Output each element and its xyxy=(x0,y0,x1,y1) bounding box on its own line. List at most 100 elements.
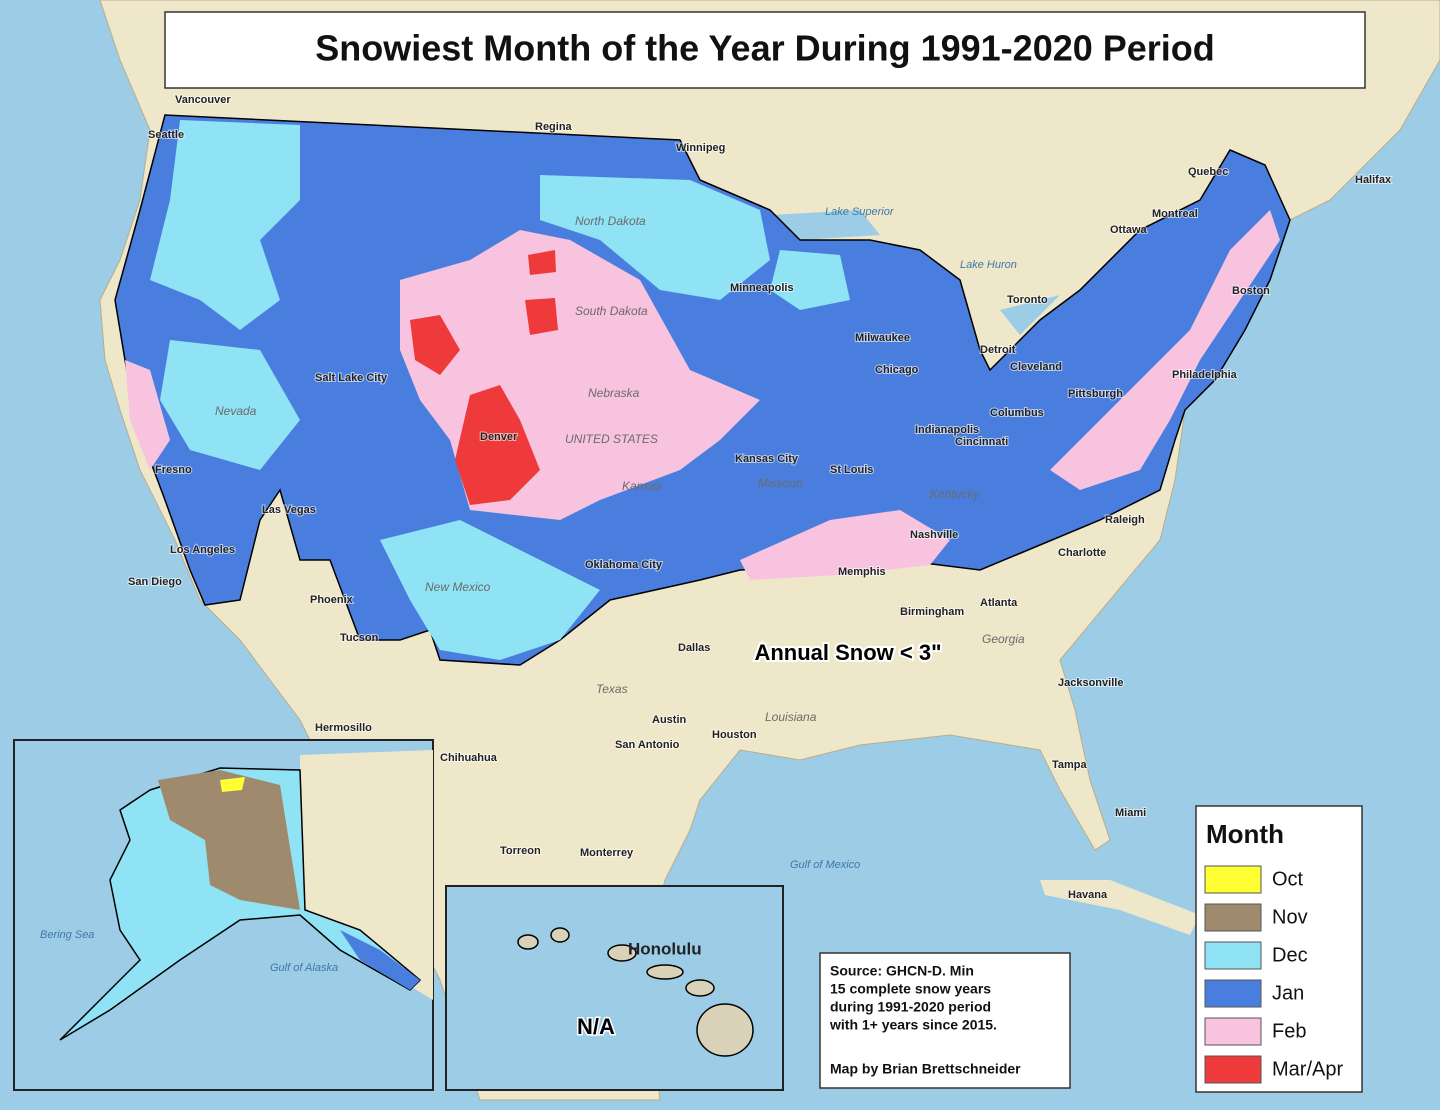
place-label: Charlotte xyxy=(1058,547,1106,559)
source-line: Source: GHCN-D. Min xyxy=(830,963,974,979)
place-label: Austin xyxy=(652,714,687,726)
snow-region xyxy=(540,175,770,300)
snow-region xyxy=(59,767,422,1041)
legend-swatch xyxy=(1204,941,1262,970)
snow-region xyxy=(455,385,540,505)
place-label: Phoenix xyxy=(310,594,354,606)
legend-swatch xyxy=(1204,1055,1262,1084)
city-label: Honolulu xyxy=(628,939,702,958)
snow-region xyxy=(125,360,170,470)
place-label: Milwaukee xyxy=(855,332,910,344)
place-label: Houston xyxy=(712,729,757,741)
snow-region xyxy=(1050,210,1280,490)
cuba xyxy=(1040,880,1200,935)
source-line: 15 complete snow years xyxy=(830,981,991,997)
snow-region xyxy=(525,250,558,335)
legend-swatch xyxy=(1204,903,1262,932)
source-line: during 1991-2020 period xyxy=(830,999,991,1015)
water-label: Gulf of Alaska xyxy=(270,962,338,974)
place-label: Ottawa xyxy=(1110,224,1148,236)
hawaii-islands xyxy=(517,927,754,1057)
place-label: Chicago xyxy=(875,364,919,376)
legend-title: Month xyxy=(1206,819,1284,849)
region-label: Missouri xyxy=(758,476,803,490)
place-label: Indianapolis xyxy=(915,424,979,436)
legend-swatch xyxy=(1204,1017,1262,1046)
place-label: Los Angeles xyxy=(170,544,235,556)
legend-swatch xyxy=(1204,865,1262,894)
place-label: Raleigh xyxy=(1105,514,1145,526)
canada-land xyxy=(300,750,433,1000)
legend-label: Nov xyxy=(1272,906,1308,928)
region-label: Nevada xyxy=(215,404,257,418)
place-label: Regina xyxy=(535,121,573,133)
title: Snowiest Month of the Year During 1991-2… xyxy=(315,28,1215,69)
annotation: Annual Snow < 3" xyxy=(754,640,941,665)
place-label: Pittsburgh xyxy=(1068,388,1123,400)
legend-swatch xyxy=(1204,979,1262,1008)
place-label: Tucson xyxy=(340,632,379,644)
place-label: San Diego xyxy=(128,576,182,588)
na-label: N/A xyxy=(577,1014,615,1039)
snow-region xyxy=(340,930,420,990)
place-label: Minneapolis xyxy=(730,282,794,294)
place-label: Cincinnati xyxy=(955,436,1008,448)
legend-label: Oct xyxy=(1272,868,1304,890)
snow-region xyxy=(158,770,300,910)
source-line: with 1+ years since 2015. xyxy=(829,1017,997,1033)
place-label: Toronto xyxy=(1007,294,1048,306)
source-credit: Map by Brian Brettschneider xyxy=(830,1061,1021,1077)
snow-region xyxy=(160,340,300,470)
place-label: Monterrey xyxy=(580,847,634,859)
region-label: Kansas xyxy=(622,479,662,493)
region-label: South Dakota xyxy=(575,304,648,318)
water-label: Lake Superior xyxy=(825,206,895,218)
region-label: Kentucky xyxy=(930,487,980,501)
region-label: Louisiana xyxy=(765,710,817,724)
snow-region xyxy=(410,315,460,375)
legend-label: Jan xyxy=(1272,982,1304,1004)
place-label: Columbus xyxy=(990,407,1044,419)
place-label: St Louis xyxy=(830,464,873,476)
place-label: Torreon xyxy=(500,845,541,857)
region-label: Georgia xyxy=(982,632,1025,646)
place-label: San Antonio xyxy=(615,739,680,751)
snow-region xyxy=(380,520,600,660)
place-label: Dallas xyxy=(678,642,710,654)
hawaii-inset xyxy=(445,885,784,1091)
legend-label: Dec xyxy=(1272,944,1308,966)
water-label: Bering Sea xyxy=(40,929,94,941)
place-label: Boston xyxy=(1232,285,1270,297)
source-box xyxy=(819,952,1071,1089)
place-label: Birmingham xyxy=(900,606,964,618)
place-label: Winnipeg xyxy=(676,142,725,154)
place-label: Halifax xyxy=(1355,174,1392,186)
place-label: Nashville xyxy=(910,529,958,541)
place-label: Seattle xyxy=(148,129,184,141)
legend-label: Mar/Apr xyxy=(1272,1058,1343,1080)
place-label: Salt Lake City xyxy=(315,372,388,384)
snow-region xyxy=(770,250,850,310)
place-label: Montreal xyxy=(1152,208,1198,220)
water-label: Lake Huron xyxy=(960,259,1017,271)
place-label: Philadelphia xyxy=(1172,369,1238,381)
place-label: Kansas City xyxy=(735,453,799,465)
region-label: UNITED STATES xyxy=(565,432,658,446)
snow-region xyxy=(740,510,950,580)
legend: Oct Nov Dec Jan Feb Mar/Apr xyxy=(1204,865,1343,1084)
water-label: Gulf of Mexico xyxy=(790,859,860,871)
title-box xyxy=(164,11,1366,89)
place-label: Denver xyxy=(480,431,518,443)
place-label: Cleveland xyxy=(1010,361,1062,373)
place-label: Atlanta xyxy=(980,597,1018,609)
place-label: Jacksonville xyxy=(1058,677,1123,689)
snow-region xyxy=(150,120,300,330)
region-label: Texas xyxy=(596,682,628,696)
place-label: Miami xyxy=(1115,807,1146,819)
place-label: Havana xyxy=(1068,889,1108,901)
place-label: Memphis xyxy=(838,566,886,578)
place-label: Las Vegas xyxy=(262,504,316,516)
legend-label: Feb xyxy=(1272,1020,1306,1042)
source: Source: GHCN-D. Min 15 complete snow year… xyxy=(829,963,1021,1077)
